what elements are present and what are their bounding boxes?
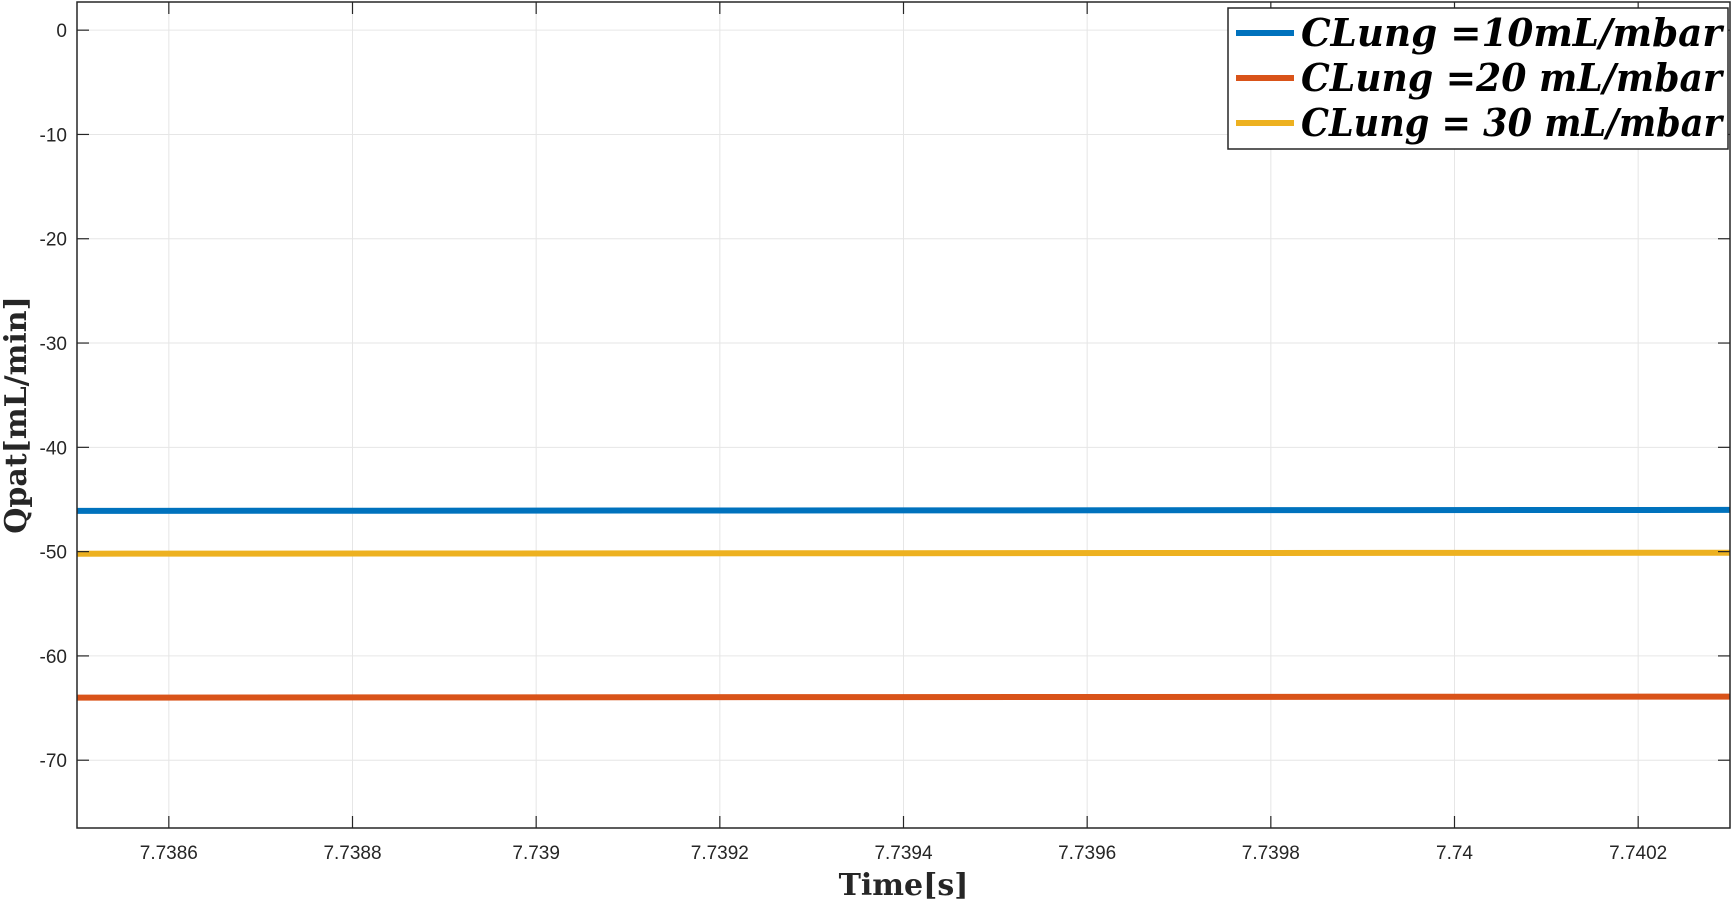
legend-label-2: CLung =20 mL/mbar [1301,55,1725,100]
series-line-3 [76,549,1731,557]
x-tick-label: 7.7398 [1242,843,1300,864]
x-tick-label: 7.739 [512,843,560,864]
y-tick-label: -70 [40,751,67,772]
legend-box [1227,7,1729,150]
x-tick-label: 7.7392 [691,843,749,864]
x-tick-label: 7.7388 [323,843,381,864]
series-layer [76,506,1731,701]
series-line-2 [76,693,1731,701]
x-tick-label: 7.7394 [874,843,933,864]
series-line-1 [76,506,1731,514]
y-tick-label: -50 [40,543,67,564]
y-tick-label: -20 [40,230,67,251]
legend-label-1: CLung =10mL/mbar [1301,10,1725,55]
y-axis-title: Qpat[mL/min] [0,296,34,534]
x-tick-label: 7.7386 [140,843,198,864]
x-tick-label: 7.74 [1436,843,1473,864]
x-tick-label: 7.7396 [1058,843,1116,864]
x-axis-title: Time[s] [839,868,969,901]
y-tick-label: -30 [40,334,67,355]
y-tick-label: -40 [40,438,67,459]
ticks-layer: 7.7386 7.7388 7.739 7.7392 7.7394 7.7396 7.739… [40,2,1730,864]
x-tick-label: 7.7402 [1609,843,1667,864]
y-tick-label: -60 [40,647,67,668]
y-tick-label: 0 [56,21,67,42]
legend-label-3: CLung = 30 mL/mbar [1301,100,1725,145]
y-tick-label: -10 [40,125,67,146]
